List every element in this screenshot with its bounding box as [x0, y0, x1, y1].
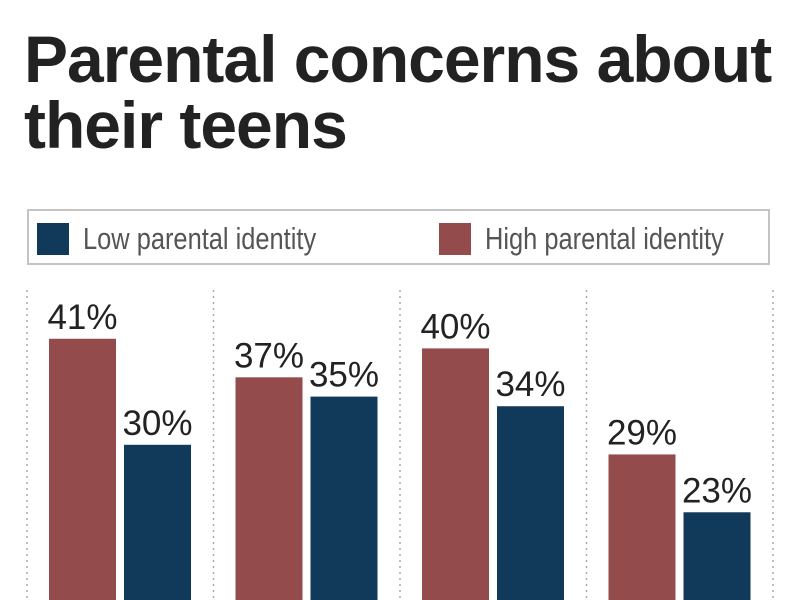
legend-item-high: High parental identity [439, 221, 776, 257]
chart-title: Parental concerns about their teens [24, 26, 800, 158]
legend: Low parental identity High parental iden… [27, 209, 770, 265]
title-text: Parental concerns about their teens [24, 22, 772, 162]
bar-high-2 [235, 377, 303, 600]
legend-label-low: Low parental identity [83, 221, 317, 256]
bar-high-3 [422, 348, 489, 600]
bar-low-1 [124, 444, 191, 600]
data-label: 35% [309, 356, 379, 395]
bar-low-2 [310, 396, 378, 600]
legend-label-high: High parental identity [485, 221, 724, 256]
bar-low-4 [683, 512, 751, 600]
data-label: 34% [495, 365, 565, 404]
data-label: 41% [47, 298, 117, 337]
bar-high-4 [608, 454, 676, 600]
data-label: 29% [607, 413, 677, 452]
legend-swatch-high [439, 223, 471, 255]
data-label: 40% [420, 307, 490, 346]
legend-swatch-low [37, 223, 69, 255]
bar-low-3 [497, 406, 564, 600]
bar-high-1 [49, 338, 116, 600]
data-label: 30% [122, 404, 192, 443]
legend-item-low: Low parental identity [37, 221, 367, 257]
data-label: 23% [682, 471, 752, 510]
data-label: 37% [234, 336, 304, 375]
